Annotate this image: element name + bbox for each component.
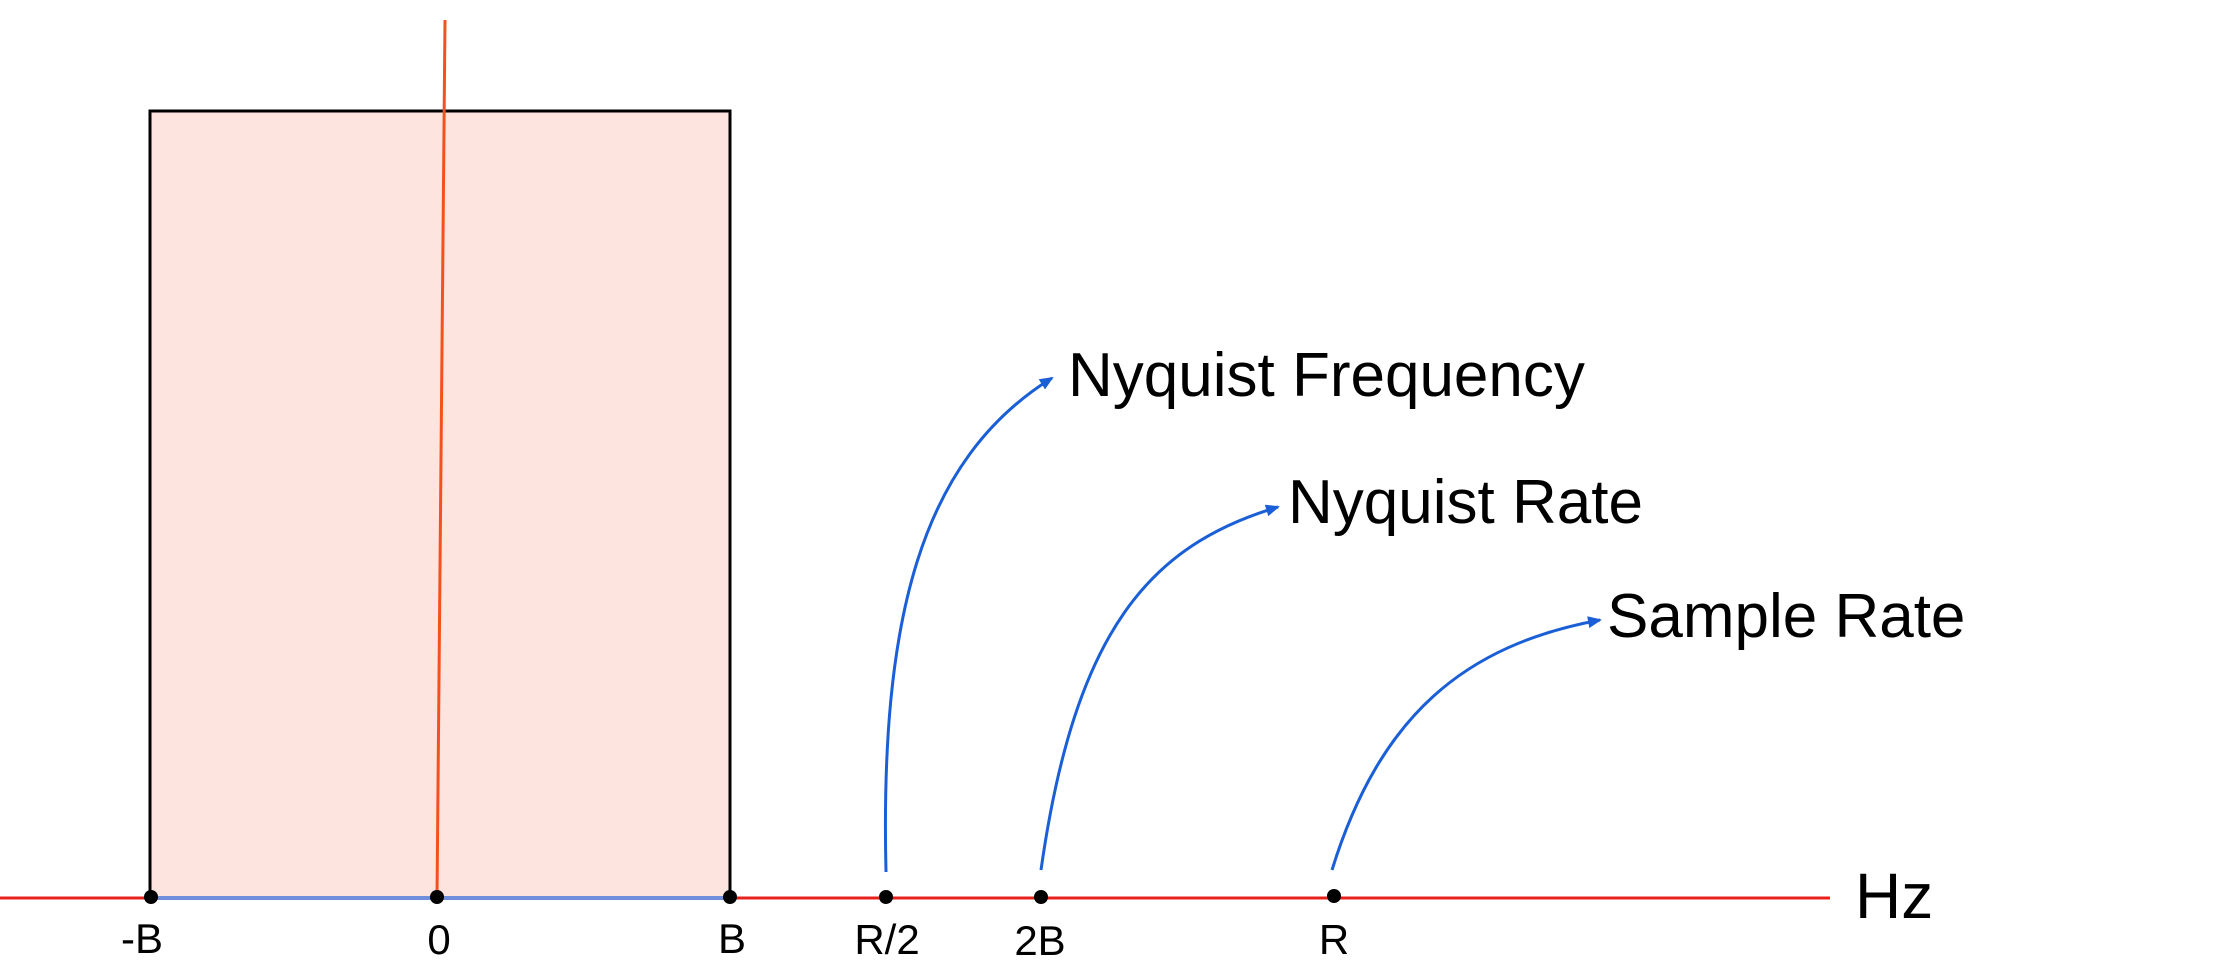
nyquist-frequency-label: Nyquist Frequency (1068, 341, 1585, 410)
axis-unit-label: Hz (1855, 860, 1933, 932)
point-r (1327, 889, 1341, 903)
nyquist-rate-arrow (1039, 504, 1280, 871)
tick-label-b: B (718, 915, 746, 962)
sample-rate-arrow (1330, 616, 1602, 871)
nyquist-rate-label: Nyquist Rate (1288, 468, 1643, 537)
tick-label-r-half: R/2 (854, 916, 919, 963)
tick-label-zero: 0 (427, 916, 450, 963)
tick-label-two-b: 2B (1014, 917, 1065, 964)
point-r-half (879, 890, 893, 904)
point-zero (430, 890, 444, 904)
nyquist-frequency-arrow (883, 376, 1054, 873)
point-neg-b (144, 890, 158, 904)
point-b (723, 890, 737, 904)
tick-label-neg-b: -B (121, 915, 163, 962)
tick-label-r: R (1319, 916, 1349, 963)
point-two-b (1034, 890, 1048, 904)
zero-vertical-line (435, 19, 447, 899)
sample-rate-label: Sample Rate (1607, 582, 1965, 651)
